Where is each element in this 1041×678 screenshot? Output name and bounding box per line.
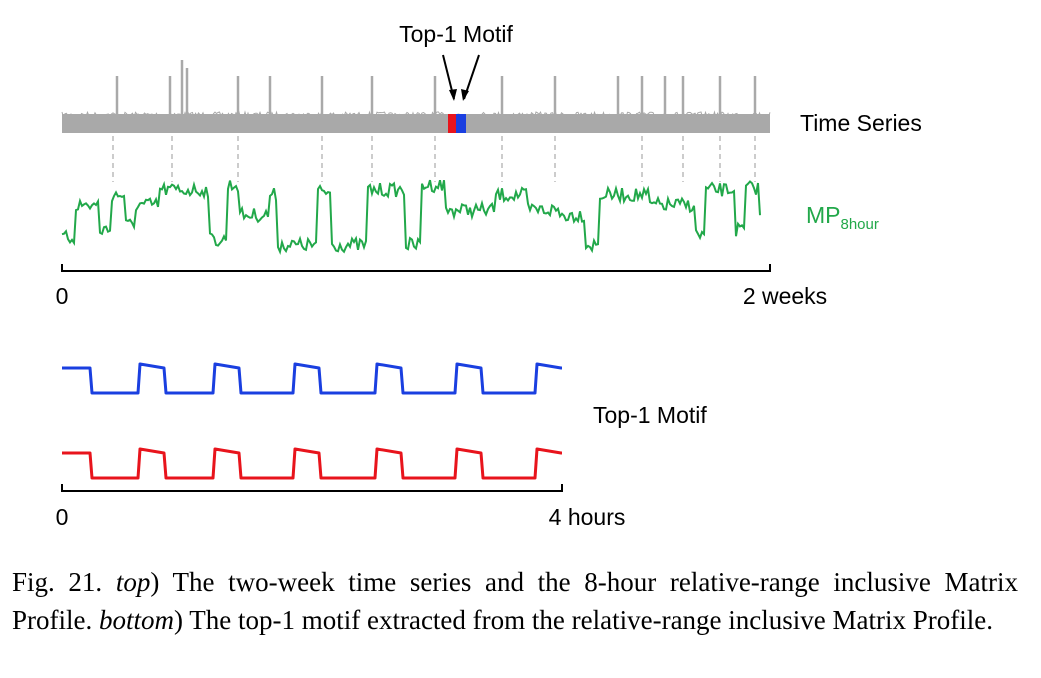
mp-subscript: 8hour	[841, 216, 879, 233]
top-axis-end: 2 weeks	[743, 283, 827, 309]
caption: Fig. 21. top) The two-week time series a…	[12, 563, 1018, 639]
bottom-axis	[61, 484, 563, 492]
caption-italic: bottom	[99, 605, 175, 635]
mp-line	[61, 179, 761, 255]
caption-italic: top	[115, 567, 151, 597]
matrix-profile	[61, 179, 761, 255]
bottom-axis-start: 0	[56, 504, 69, 530]
arrow-head	[461, 89, 469, 101]
top-axis-start: 0	[56, 283, 69, 309]
motif-label: Top-1 Motif	[593, 402, 707, 428]
motif-blue	[456, 114, 466, 133]
motif-red	[448, 114, 456, 133]
series-label: Time Series	[800, 110, 922, 136]
motif-line	[62, 362, 563, 395]
motif-line	[62, 447, 563, 480]
motif-annotation: Top-1 Motif	[399, 21, 513, 47]
caption-number: Fig. 21.	[12, 567, 103, 597]
motif-pair	[62, 362, 563, 480]
bottom-axis-end: 4 hours	[549, 504, 626, 530]
arrow-head	[449, 89, 457, 101]
top-axis	[61, 264, 771, 272]
series-noise	[61, 110, 771, 120]
caption-text: ) The top-1 motif extracted from the rel…	[174, 605, 993, 635]
time-series	[61, 60, 771, 182]
mp-label: MP8hour	[806, 202, 879, 233]
mp-label-main: MP	[806, 202, 841, 228]
caption-text: ) The two-week time series and the 8-hou…	[12, 567, 1019, 635]
series-band	[62, 114, 770, 133]
figure: Top-1 Motif Time Series MP8hour 0 2 week…	[56, 21, 922, 530]
